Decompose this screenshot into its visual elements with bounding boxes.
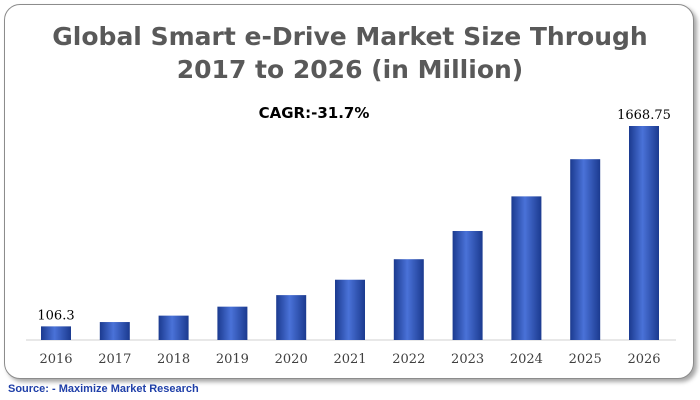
x-tick-2026: 2026 xyxy=(627,352,660,367)
data-label-2026: 1668.75 xyxy=(617,108,671,123)
bar-2023 xyxy=(452,230,483,340)
x-tick-2020: 2020 xyxy=(275,352,308,367)
bar-2021 xyxy=(335,279,365,340)
x-tick-2022: 2022 xyxy=(392,352,425,367)
data-label-2016: 106.3 xyxy=(37,308,74,323)
bars-group xyxy=(41,126,659,340)
bar-2025 xyxy=(570,159,601,340)
bar-2022 xyxy=(393,259,424,340)
bar-2024 xyxy=(511,196,542,340)
bar-2017 xyxy=(99,322,130,340)
x-tick-2019: 2019 xyxy=(216,352,249,367)
x-tick-2017: 2017 xyxy=(98,352,131,367)
x-tick-2024: 2024 xyxy=(510,352,543,367)
bar-2018 xyxy=(158,315,189,340)
chart-title: Global Smart e-Drive Market Size Through… xyxy=(0,20,700,86)
chart-title-line1: Global Smart e-Drive Market Size Through xyxy=(52,22,648,51)
x-tick-2023: 2023 xyxy=(451,352,484,367)
x-tick-2021: 2021 xyxy=(333,352,366,367)
x-tick-2025: 2025 xyxy=(569,352,602,367)
chart-title-line2: 2017 to 2026 (in Million) xyxy=(176,55,524,84)
cagr-annotation: CAGR:-31.7% xyxy=(258,104,370,122)
source-note: Source: - Maximize Market Research xyxy=(8,383,199,395)
bar-2020 xyxy=(276,295,307,340)
bar-2019 xyxy=(217,306,248,340)
x-tick-2018: 2018 xyxy=(157,352,190,367)
data-labels: 106.3 1668.75 xyxy=(37,108,670,323)
bar-2016 xyxy=(41,326,71,340)
bar-2026 xyxy=(629,126,659,340)
x-tick-2016: 2016 xyxy=(39,352,72,367)
x-tick-labels: 2016 2017 2018 2019 2020 2021 2022 2023 2024 2025… xyxy=(39,352,660,367)
